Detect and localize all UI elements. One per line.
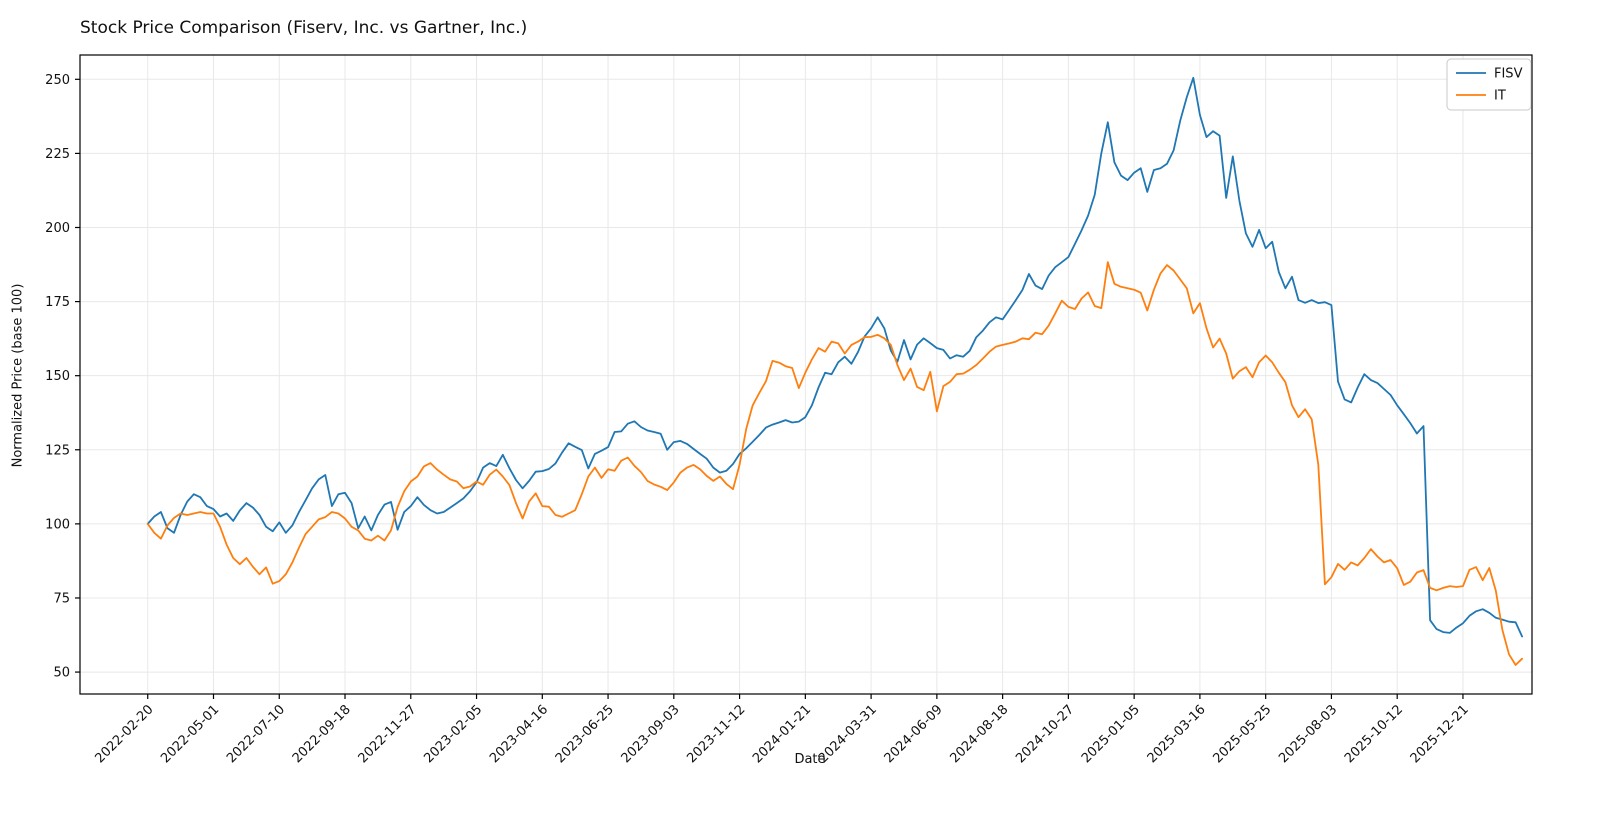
- y-tick-label: 250: [45, 73, 70, 88]
- legend-label-fisv: FISV: [1494, 67, 1523, 82]
- series-line-it: [146, 261, 1523, 666]
- y-tick-label: 125: [45, 443, 70, 458]
- y-tick-label: 100: [45, 517, 70, 532]
- y-tick-label: 50: [53, 666, 70, 681]
- y-tick-label: 150: [45, 369, 70, 384]
- x-axis-label: Date: [794, 752, 826, 767]
- y-axis-label: Normalized Price (base 100): [10, 283, 26, 468]
- chart-title: Stock Price Comparison (Fiserv, Inc. vs …: [80, 18, 528, 38]
- y-tick-label: 75: [53, 591, 70, 606]
- legend-label-it: IT: [1494, 89, 1506, 104]
- y-tick-label: 175: [45, 295, 70, 310]
- y-tick-label: 200: [45, 221, 70, 236]
- series-line-fisv: [146, 76, 1523, 638]
- legend-box: [1446, 58, 1532, 111]
- plot-border: [79, 54, 1533, 695]
- y-tick-label: 225: [45, 147, 70, 162]
